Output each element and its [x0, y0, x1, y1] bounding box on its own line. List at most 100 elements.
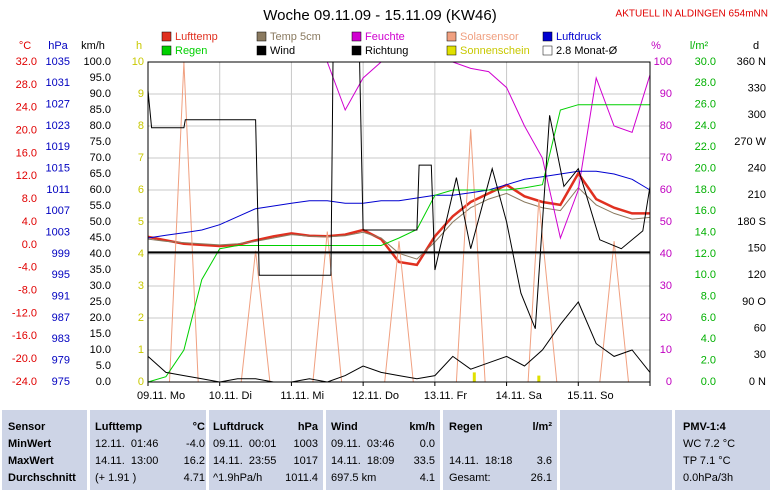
y-tick-label: -16.0: [12, 330, 37, 342]
y-tick-label: 270 W: [734, 136, 766, 148]
y-tick-label: 20: [660, 312, 672, 324]
y-tick-label: 1015: [46, 163, 70, 175]
y-tick-label: -4.0: [18, 262, 37, 274]
axis-unit: %: [651, 40, 661, 52]
y-tick-label: -20.0: [12, 353, 37, 365]
y-tick-label: 26.0: [695, 99, 716, 111]
cell-block: [90, 410, 206, 490]
table-cell: 26.1: [530, 472, 552, 484]
chart-subtitle: AKTUELL IN ALDINGEN 654mNN: [616, 9, 768, 20]
y-tick-label: 1019: [46, 141, 70, 153]
x-tick-label: 14.11. Sa: [496, 390, 543, 402]
y-tick-label: 70.0: [90, 152, 111, 164]
x-tick-label: 13.11. Fr: [424, 390, 468, 402]
y-tick-label: 100: [654, 56, 672, 68]
legend-swatch: [351, 31, 362, 42]
table-cell: ^1.9hPa/h: [213, 472, 263, 484]
y-tick-label: 50.0: [90, 216, 111, 228]
y-tick-label: 80.0: [90, 120, 111, 132]
y-tick-label: 975: [52, 376, 70, 388]
y-tick-label: 987: [52, 312, 70, 324]
legend-label: Sonnenschein: [460, 45, 530, 57]
axis-unit: km/h: [81, 40, 105, 52]
y-tick-label: 4.0: [22, 216, 37, 228]
table-cell: 14.11. 23:55: [213, 455, 277, 467]
y-tick-label: 25.0: [90, 296, 111, 308]
table-cell: Sensor: [8, 421, 46, 433]
y-tick-label: 15.0: [90, 328, 111, 340]
y-tick-label: 150: [748, 243, 766, 255]
table-cell: PMV-1:4: [683, 421, 726, 433]
y-tick-label: 100.0: [83, 56, 111, 68]
x-tick-label: 09.11. Mo: [137, 390, 185, 402]
y-tick-label: 60: [754, 323, 766, 335]
axis-unit: h: [136, 40, 142, 52]
table-cell: km/h: [409, 421, 435, 433]
table-cell: Wind: [331, 421, 358, 433]
table-cell: 14.11. 18:09: [331, 455, 395, 467]
y-tick-label: 60.0: [90, 184, 111, 196]
y-tick-label: 95.0: [90, 72, 111, 84]
y-tick-label: 979: [52, 355, 70, 367]
y-tick-label: 60: [660, 184, 672, 196]
table-cell: Luftdruck: [213, 421, 264, 433]
y-tick-label: 5.0: [96, 360, 111, 372]
y-tick-label: 70: [660, 152, 672, 164]
y-tick-label: 90 O: [742, 296, 766, 308]
table-cell: 1011.4: [285, 472, 318, 484]
table-cell: MaxWert: [8, 455, 54, 467]
table-cell: hPa: [297, 421, 318, 433]
y-tick-label: 0.0: [701, 376, 716, 388]
table-cell: 0.0hPa/3h: [683, 472, 734, 484]
series-line: [169, 61, 629, 383]
x-tick-label: 15.11. So: [567, 390, 613, 402]
axis-unit: °C: [19, 40, 31, 52]
legend-label: Luftdruck: [556, 31, 602, 43]
y-tick-label: 20.0: [695, 163, 716, 175]
table-cell: WC 7.2 °C: [683, 438, 736, 450]
y-tick-label: 10: [132, 56, 144, 68]
y-tick-label: 10: [660, 344, 672, 356]
sunshine-bar: [472, 372, 476, 382]
series-line: [147, 301, 651, 383]
y-tick-label: 1007: [46, 205, 70, 217]
y-tick-label: 300: [748, 109, 766, 121]
y-tick-label: 8: [138, 120, 144, 132]
y-tick-label: -24.0: [12, 376, 37, 388]
legend-label: 2.8 Monat-Ø: [556, 45, 618, 57]
legend-swatch: [351, 45, 362, 56]
legend-label: Wind: [270, 45, 295, 57]
table-cell: Regen: [449, 421, 483, 433]
y-tick-label: 55.0: [90, 200, 111, 212]
x-tick-label: 10.11. Di: [209, 390, 252, 402]
y-tick-label: 330: [748, 83, 766, 95]
y-tick-label: 1003: [46, 227, 70, 239]
y-tick-label: 180 S: [737, 216, 766, 228]
y-tick-label: 0: [666, 376, 672, 388]
y-tick-label: 75.0: [90, 136, 111, 148]
y-tick-label: 8.0: [22, 193, 37, 205]
legend-swatch: [161, 45, 172, 56]
y-tick-label: 5: [138, 216, 144, 228]
table-cell: MinWert: [8, 438, 52, 450]
table-cell: Gesamt:: [449, 472, 491, 484]
y-tick-label: 1031: [46, 77, 70, 89]
y-tick-label: 1011: [46, 184, 70, 196]
table-cell: 33.5: [413, 455, 435, 467]
table-cell: °C: [192, 421, 205, 433]
cell-block: [2, 410, 87, 490]
legend-swatch: [542, 45, 553, 56]
y-tick-label: -8.0: [18, 284, 37, 296]
y-tick-label: 995: [52, 269, 70, 281]
legend-swatch: [256, 45, 267, 56]
y-tick-label: 12.0: [695, 248, 716, 260]
y-tick-label: 35.0: [90, 264, 111, 276]
table-cell: 697.5 km: [331, 472, 377, 484]
y-tick-label: 6: [138, 184, 144, 196]
x-tick-label: 11.11. Mi: [280, 390, 324, 402]
series-line: [147, 171, 650, 267]
legend-swatch: [161, 31, 172, 42]
y-tick-label: 40.0: [90, 248, 111, 260]
y-tick-label: 45.0: [90, 232, 111, 244]
